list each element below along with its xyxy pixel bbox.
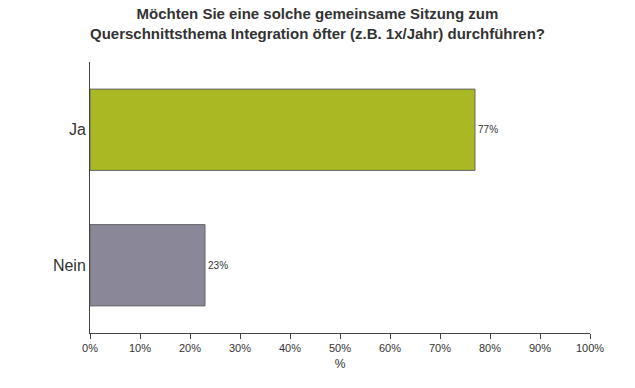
svg-text:50%: 50% bbox=[329, 342, 351, 354]
svg-text:10%: 10% bbox=[129, 342, 151, 354]
svg-text:30%: 30% bbox=[229, 342, 251, 354]
svg-text:60%: 60% bbox=[379, 342, 401, 354]
svg-text:40%: 40% bbox=[279, 342, 301, 354]
svg-text:80%: 80% bbox=[479, 342, 501, 354]
svg-text:0%: 0% bbox=[82, 342, 98, 354]
svg-text:23%: 23% bbox=[208, 260, 228, 271]
svg-text:%: % bbox=[335, 357, 346, 371]
svg-text:77%: 77% bbox=[478, 124, 498, 135]
svg-text:70%: 70% bbox=[429, 342, 451, 354]
svg-text:Möchten Sie eine solche gemein: Möchten Sie eine solche gemeinsame Sitzu… bbox=[90, 5, 545, 42]
svg-text:Nein: Nein bbox=[53, 257, 86, 274]
svg-text:20%: 20% bbox=[179, 342, 201, 354]
svg-text:100%: 100% bbox=[576, 342, 604, 354]
svg-text:90%: 90% bbox=[529, 342, 551, 354]
svg-text:Ja: Ja bbox=[69, 121, 86, 138]
